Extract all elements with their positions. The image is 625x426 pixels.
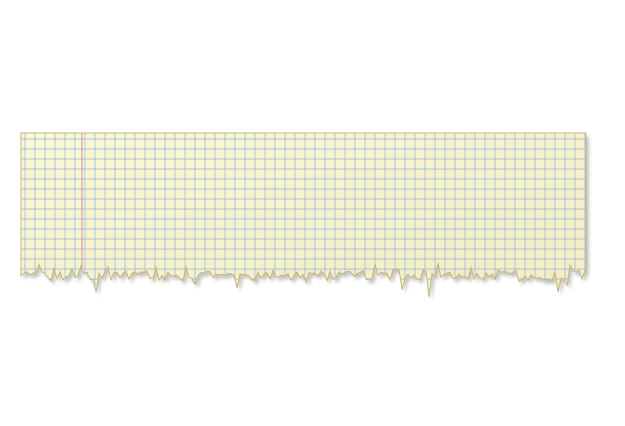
paper-torn-edge: [20, 132, 587, 298]
